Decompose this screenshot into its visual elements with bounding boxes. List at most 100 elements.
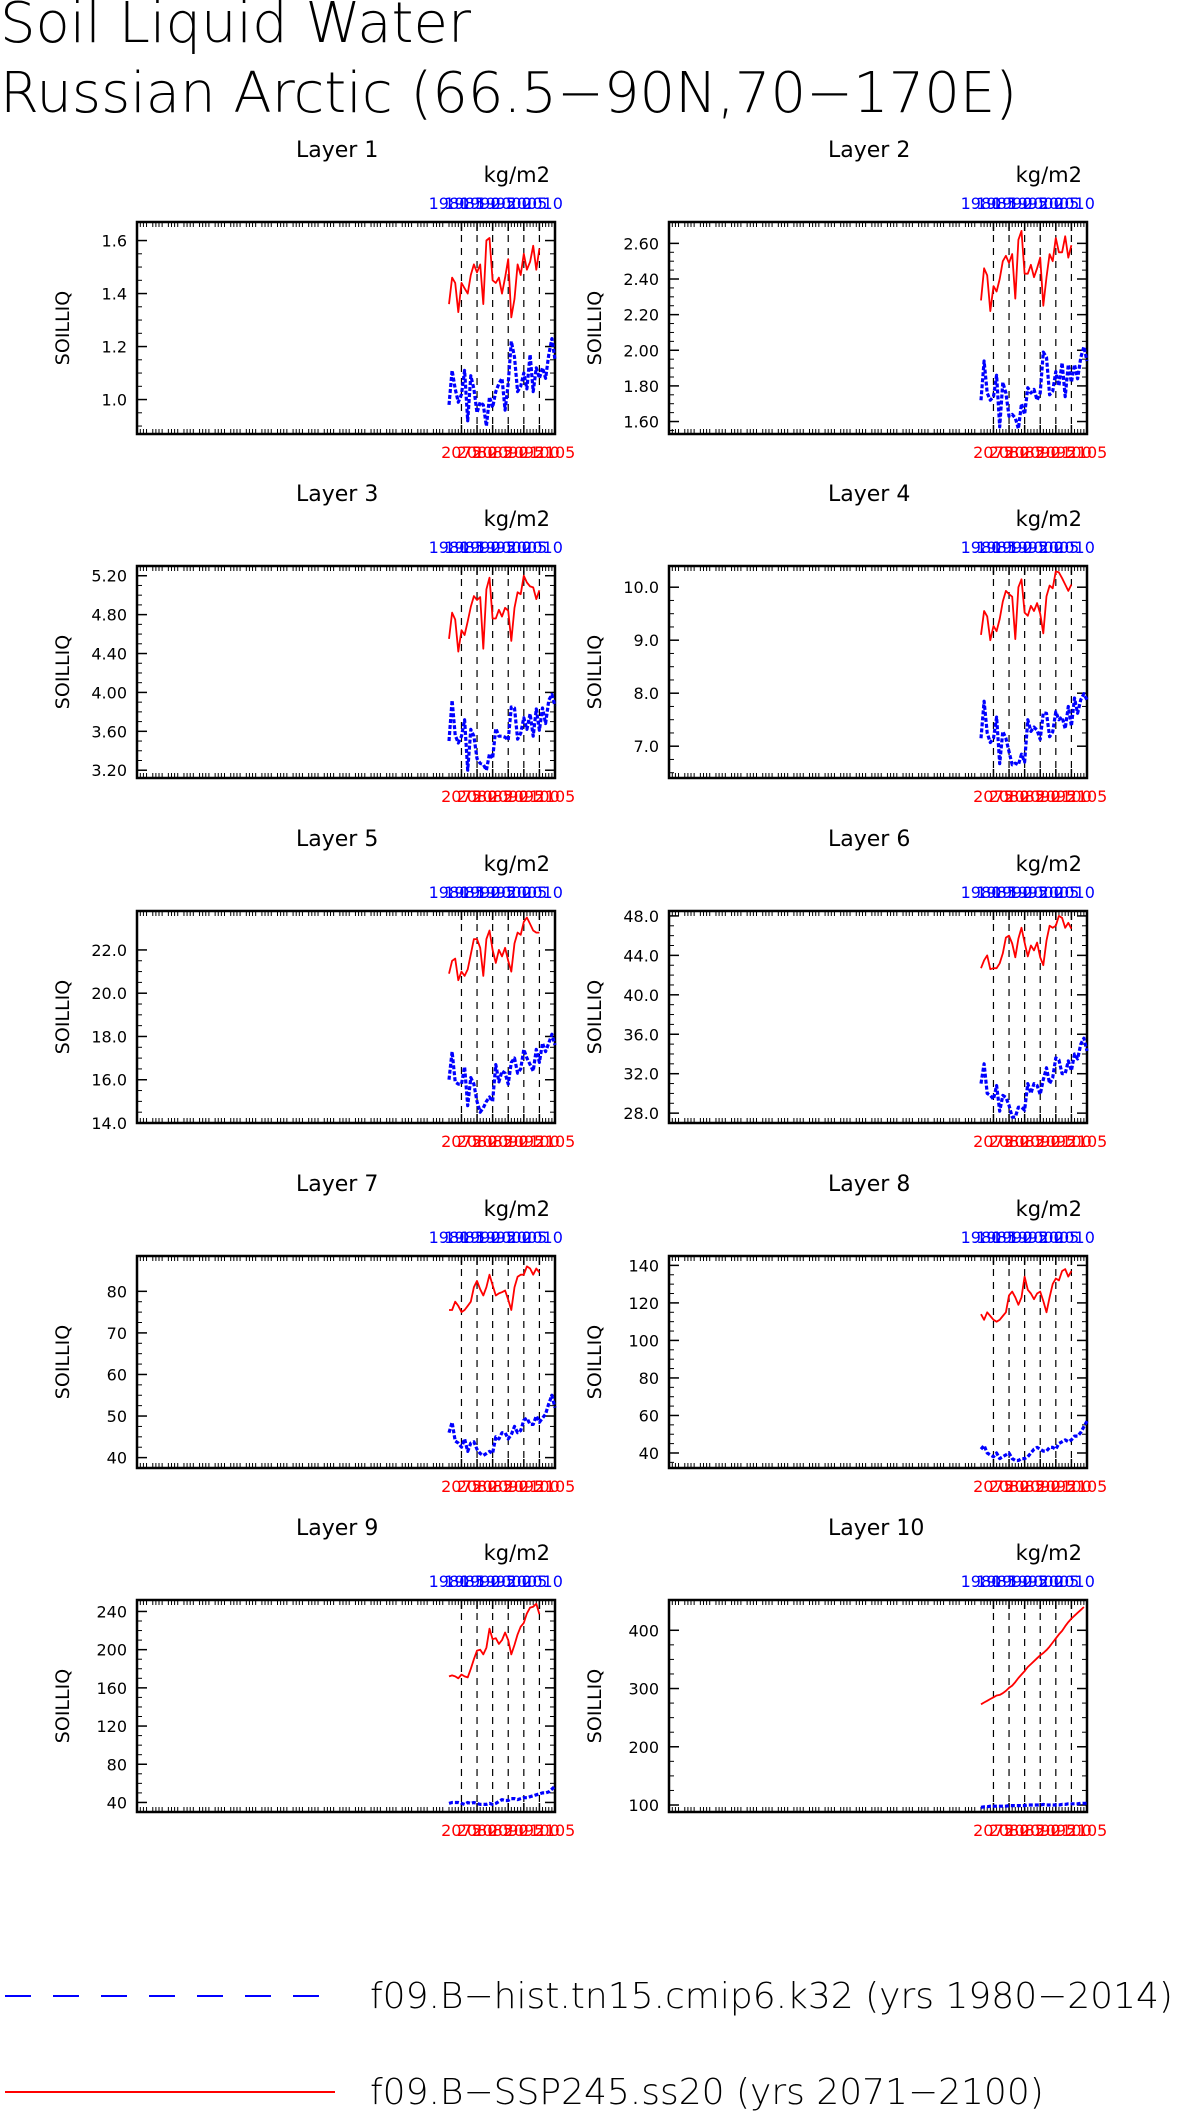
y-tick-label: 1.0 [102, 391, 127, 410]
units-label: kg/m2 [484, 507, 550, 531]
main-title-line-1: Soil Liquid Water [0, 0, 471, 56]
top-tick-label: 1980 [961, 194, 1002, 213]
panel-title: Layer 4 [828, 482, 910, 507]
top-tick-label: 2000 [491, 1228, 532, 1247]
top-tick-label: 1980 [961, 1572, 1002, 1591]
chart-panel: Layer 5 kg/m2 1980198519901995200020052010… [52, 827, 575, 1151]
units-label: kg/m2 [484, 852, 550, 876]
y-tick-label: 16.0 [91, 1071, 127, 1090]
top-tick-label: 2005 [507, 538, 548, 557]
chart-panel: Layer 4 kg/m2 1980198519901995200020052010… [584, 482, 1107, 806]
main-title-line-2: Russian Arctic (66.5−90N,70−170E) [0, 61, 1017, 126]
bottom-tick-label: 2075 [441, 1821, 482, 1840]
y-tick-label: 200 [628, 1738, 659, 1757]
series-line-future [448, 1602, 541, 1680]
series-line-future [980, 1268, 1073, 1323]
y-tick-label: 1.2 [102, 338, 127, 357]
series-line-hist [979, 1036, 1089, 1119]
bottom-tick-label: 2085 [472, 443, 513, 462]
top-tick-label: 1985 [444, 1228, 485, 1247]
top-tick-label: 1985 [976, 194, 1017, 213]
y-tick-label: 1.60 [623, 413, 659, 432]
top-tick-label: 1985 [444, 194, 485, 213]
y-tick-label: 100 [628, 1796, 659, 1815]
chart-panel: Layer 9 kg/m2 1980198519901995200020052010… [52, 1516, 575, 1840]
bottom-tick-label: 2100 [1051, 1477, 1092, 1496]
top-tick-label: 2000 [1023, 1572, 1064, 1591]
y-axis-label: SOILLIQ [584, 1325, 606, 1399]
top-tick-label: 1990 [992, 1572, 1033, 1591]
top-tick-label: 2000 [1023, 1228, 1064, 1247]
series-line-hist [448, 1785, 557, 1807]
panel-title: Layer 9 [296, 1516, 378, 1541]
series-line-future [980, 570, 1073, 642]
y-tick-label: 20.0 [91, 984, 127, 1003]
top-tick-label: 2010 [1054, 883, 1095, 902]
top-tick-label: 1985 [444, 538, 485, 557]
bottom-tick-label: 2075 [441, 787, 482, 806]
y-tick-label: 8.0 [634, 684, 659, 703]
bottom-tick-label: 2090 [1020, 1132, 1061, 1151]
bottom-tick-label: 2105 [1067, 787, 1108, 806]
legend: f09.B−hist.tn15.cmip6.k32 (yrs 1980−2014… [5, 1976, 1173, 2113]
top-tick-label: 2000 [491, 194, 532, 213]
top-tick-label: 1990 [992, 194, 1033, 213]
bottom-tick-label: 2080 [989, 1132, 1030, 1151]
panel-title: Layer 3 [296, 482, 378, 507]
y-tick-label: 100 [628, 1331, 659, 1350]
bottom-tick-label: 2095 [1035, 1477, 1076, 1496]
series-line-future [449, 1265, 541, 1313]
units-label: kg/m2 [1016, 163, 1082, 187]
bottom-tick-label: 2075 [441, 1477, 482, 1496]
series-line-future [448, 916, 540, 982]
top-tick-label: 1985 [444, 1572, 485, 1591]
top-tick-label: 2005 [507, 194, 548, 213]
y-tick-label: 40 [107, 1449, 127, 1468]
bottom-tick-label: 2095 [1035, 1132, 1076, 1151]
chart-panel: Layer 2 kg/m2 1980198519901995200020052010… [584, 138, 1107, 462]
bottom-tick-label: 2095 [1035, 1821, 1076, 1840]
bottom-tick-label: 2080 [989, 443, 1030, 462]
y-tick-label: 22.0 [91, 941, 127, 960]
top-tick-label: 2005 [507, 1228, 548, 1247]
top-tick-label: 2000 [491, 883, 532, 902]
units-label: kg/m2 [484, 163, 550, 187]
bottom-tick-label: 2085 [1004, 787, 1045, 806]
bottom-tick-label: 2105 [1067, 1132, 1108, 1151]
y-axis-label: SOILLIQ [584, 1669, 606, 1743]
y-tick-label: 1.80 [623, 377, 659, 396]
bottom-tick-label: 2090 [488, 1132, 529, 1151]
top-tick-label: 2005 [1039, 883, 1080, 902]
top-tick-label: 2010 [522, 1572, 563, 1591]
panel-title: Layer 6 [828, 827, 910, 852]
panel-title: Layer 10 [828, 1516, 924, 1541]
bottom-tick-label: 2100 [1051, 1821, 1092, 1840]
series-line-future [980, 229, 1073, 313]
bottom-tick-label: 2100 [519, 1821, 560, 1840]
top-tick-label: 1995 [475, 883, 516, 902]
y-axis-label: SOILLIQ [52, 291, 74, 365]
top-tick-label: 2010 [1054, 194, 1095, 213]
chart-panel: Layer 1 kg/m2 1980198519901995200020052010… [52, 138, 575, 462]
chart-panel: Layer 10 kg/m2 198019851990199520002005201… [584, 1516, 1107, 1840]
bottom-tick-label: 2080 [989, 787, 1030, 806]
y-axis-label: SOILLIQ [52, 1669, 74, 1743]
top-tick-label: 1980 [429, 883, 470, 902]
y-tick-label: 70 [107, 1324, 127, 1343]
panels-group: Layer 1kg/m21980198519901995200020052010… [52, 138, 1107, 1840]
y-tick-label: 2.00 [623, 341, 659, 360]
y-tick-label: 1.4 [102, 285, 127, 304]
units-label: kg/m2 [1016, 507, 1082, 531]
bottom-tick-label: 2105 [535, 443, 576, 462]
top-tick-label: 1995 [475, 1228, 516, 1247]
top-tick-label: 1985 [444, 883, 485, 902]
top-tick-label: 2000 [1023, 194, 1064, 213]
bottom-tick-label: 2100 [519, 787, 560, 806]
top-tick-label: 2010 [1054, 538, 1095, 557]
bottom-tick-label: 2075 [973, 1477, 1014, 1496]
bottom-tick-label: 2100 [1051, 1132, 1092, 1151]
series-line-hist [447, 337, 557, 428]
bottom-tick-label: 2100 [519, 443, 560, 462]
y-tick-label: 50 [107, 1407, 127, 1426]
y-axis-label: SOILLIQ [52, 980, 74, 1054]
